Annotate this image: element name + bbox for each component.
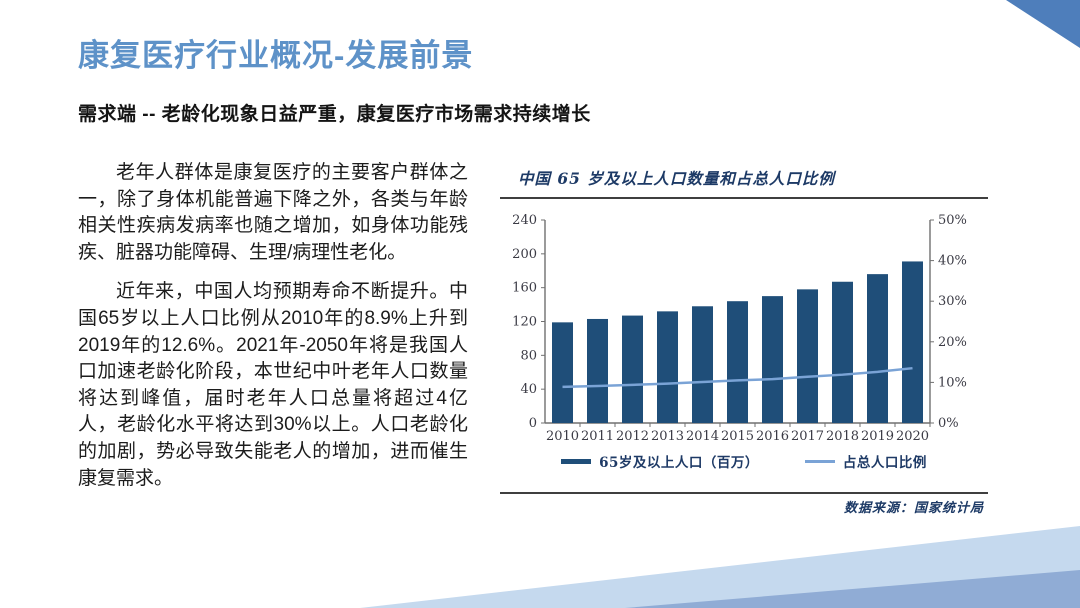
svg-text:160: 160 [512,281,537,296]
svg-text:2013: 2013 [651,429,684,444]
svg-text:2015: 2015 [721,429,754,444]
legend-item-population: 65岁及以上人口（百万） [561,451,759,471]
chart-legend: 65岁及以上人口（百万） 占总人口比例 [500,451,988,471]
legend-bar-marker [561,458,592,464]
chart-title: 中国 65 岁及以上人口数量和占总人口比例 [518,169,835,188]
svg-text:2011: 2011 [581,429,614,444]
svg-text:10%: 10% [938,375,967,390]
svg-text:2020: 2020 [896,429,929,444]
svg-text:0: 0 [529,416,537,431]
svg-text:2010: 2010 [546,429,579,444]
svg-text:200: 200 [512,247,537,262]
svg-text:2016: 2016 [756,429,789,444]
svg-text:40%: 40% [938,254,967,269]
chart-title-underline [500,197,988,199]
corner-triangle-shape [1006,0,1080,48]
svg-text:2019: 2019 [861,429,894,444]
svg-text:20%: 20% [938,335,967,350]
paragraph-aging-trend: 近年来，中国人均预期寿命不断提升。中国65岁以上人口比例从2010年的8.9%上… [78,281,468,489]
svg-text:120: 120 [512,315,537,330]
legend-item-ratio: 占总人口比例 [804,451,927,471]
svg-text:50%: 50% [938,213,967,228]
svg-text:2012: 2012 [616,429,649,444]
svg-text:80: 80 [520,348,537,363]
svg-text:2014: 2014 [686,429,719,444]
svg-text:2017: 2017 [791,429,824,444]
svg-text:30%: 30% [938,294,967,309]
body-text: 老年人群体是康复医疗的主要客户群体之一，除了身体机能普遍下降之外，各类与年龄相关… [78,160,468,505]
svg-text:2018: 2018 [826,429,859,444]
paragraph-customer-group: 老年人群体是康复医疗的主要客户群体之一，除了身体机能普遍下降之外，各类与年龄相关… [78,162,468,263]
legend-label-ratio: 占总人口比例 [842,455,927,471]
svg-text:240: 240 [512,213,537,228]
data-source-text: 数据来源：国家统计局 [843,501,984,516]
legend-line-marker [804,459,835,463]
page-subtitle: 需求端 -- 老龄化现象日益严重，康复医疗市场需求持续增长 [78,104,591,125]
svg-text:40: 40 [520,382,537,397]
page-title: 康复医疗行业概况-发展前景 [78,38,474,73]
legend-label-population: 65岁及以上人口（百万） [599,455,759,471]
bottom-band-medium-shape [625,570,1080,608]
svg-text:0%: 0% [938,416,959,431]
source-divider [500,492,988,494]
population-chart-panel: 中国 65 岁及以上人口数量和占总人口比例 0 40 80 120 160 200 240 0… [500,165,990,517]
bottom-band-light-shape [360,526,1080,608]
